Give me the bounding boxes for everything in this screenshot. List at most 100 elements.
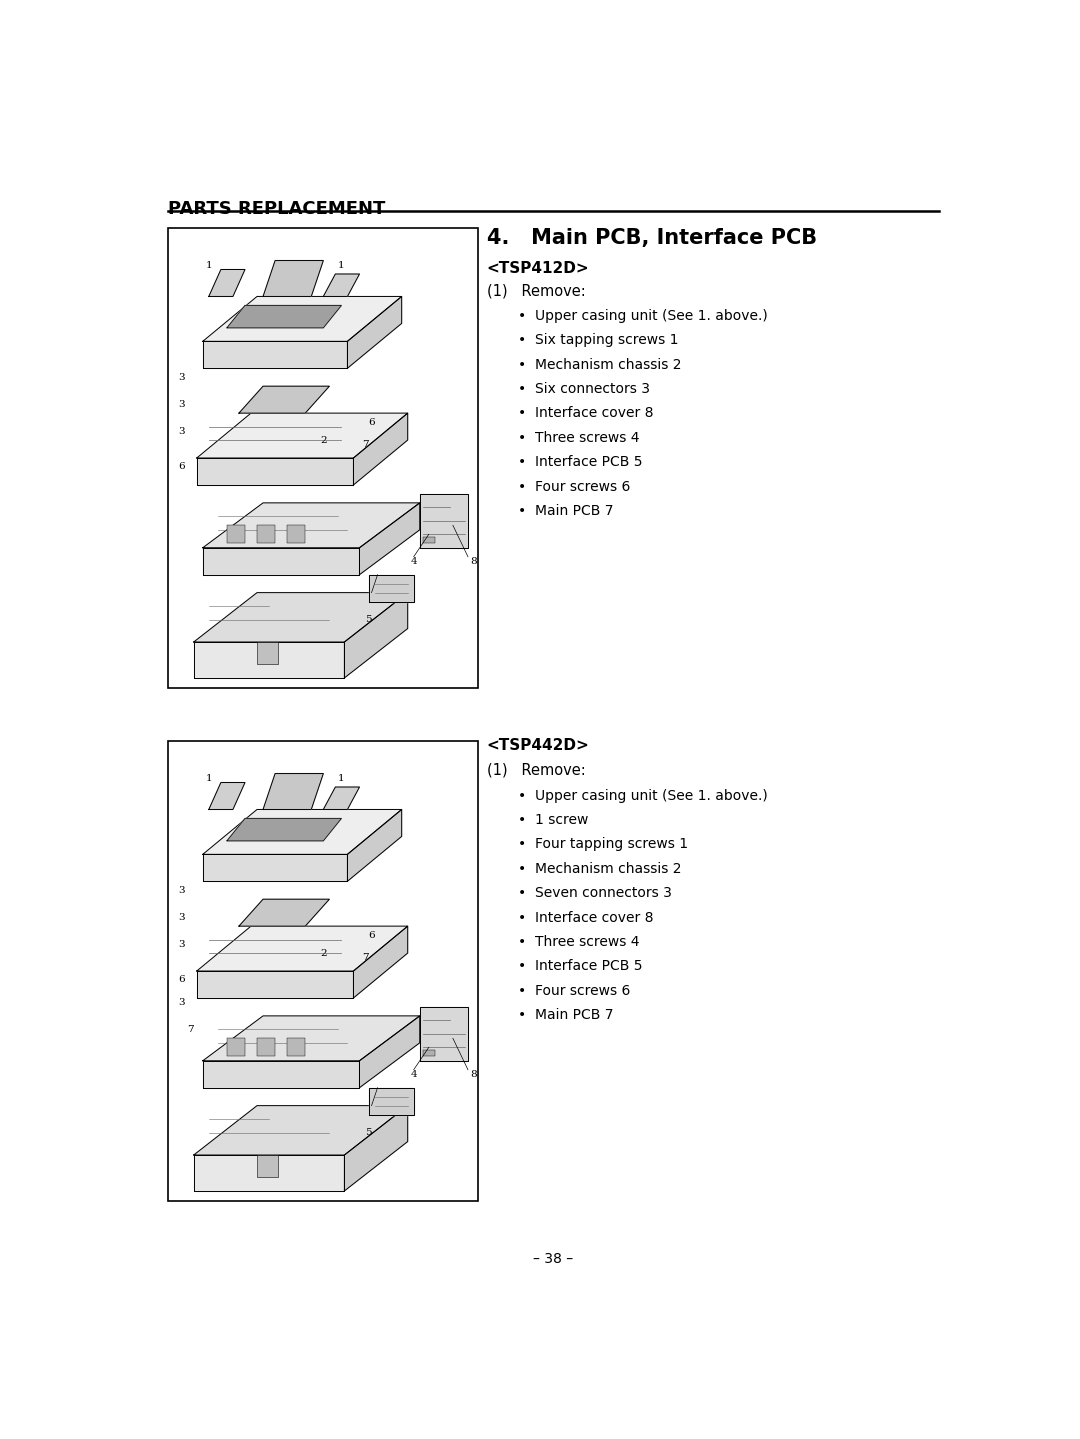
Polygon shape (345, 593, 407, 678)
Polygon shape (360, 502, 420, 574)
Text: •: • (517, 455, 526, 469)
Polygon shape (197, 458, 353, 485)
Text: 4.   Main PCB, Interface PCB: 4. Main PCB, Interface PCB (486, 227, 816, 248)
Text: Upper casing unit (See 1. above.): Upper casing unit (See 1. above.) (535, 309, 768, 322)
Text: <TSP442D>: <TSP442D> (486, 738, 590, 753)
Text: <TSP412D>: <TSP412D> (486, 262, 590, 276)
Text: (1)   Remove:: (1) Remove: (486, 763, 585, 777)
Text: 1: 1 (205, 260, 212, 269)
Polygon shape (239, 386, 329, 413)
Polygon shape (353, 927, 407, 997)
Text: •: • (517, 479, 526, 494)
Text: 4: 4 (410, 1069, 417, 1079)
Bar (422, 1049, 435, 1056)
Text: •: • (517, 406, 526, 420)
Text: •: • (517, 911, 526, 925)
Polygon shape (197, 413, 407, 458)
Text: 1: 1 (205, 774, 212, 783)
Polygon shape (348, 810, 402, 881)
Text: 1: 1 (338, 774, 345, 783)
Text: 3: 3 (178, 940, 185, 948)
Text: (1)   Remove:: (1) Remove: (486, 283, 585, 298)
Polygon shape (203, 1016, 420, 1061)
Text: 8: 8 (471, 557, 477, 566)
Text: 3: 3 (178, 912, 185, 921)
Text: •: • (517, 358, 526, 371)
Text: Three screws 4: Three screws 4 (535, 935, 639, 948)
Text: •: • (517, 935, 526, 948)
Text: 3: 3 (178, 426, 185, 436)
Polygon shape (420, 494, 468, 548)
Text: •: • (517, 837, 526, 852)
Polygon shape (239, 899, 329, 927)
Text: •: • (517, 960, 526, 973)
Text: 2: 2 (320, 436, 326, 445)
Polygon shape (323, 273, 360, 296)
Text: 6: 6 (178, 976, 185, 984)
Text: •: • (517, 862, 526, 876)
Polygon shape (348, 296, 402, 368)
Bar (257, 525, 275, 544)
Polygon shape (208, 783, 245, 810)
Text: •: • (517, 383, 526, 396)
Polygon shape (197, 927, 407, 971)
Text: Four screws 6: Four screws 6 (535, 984, 631, 997)
Text: Interface cover 8: Interface cover 8 (535, 406, 653, 420)
Text: Three screws 4: Three screws 4 (535, 430, 639, 445)
Text: 4: 4 (410, 557, 417, 566)
Text: •: • (517, 789, 526, 803)
Text: Mechanism chassis 2: Mechanism chassis 2 (535, 862, 681, 876)
Text: 6: 6 (178, 462, 185, 472)
Polygon shape (227, 819, 341, 840)
Bar (287, 1039, 306, 1056)
Polygon shape (323, 787, 360, 810)
Polygon shape (203, 855, 348, 881)
Text: 3: 3 (178, 997, 185, 1007)
Polygon shape (193, 1156, 345, 1191)
Text: 1: 1 (338, 260, 345, 269)
Polygon shape (368, 1088, 414, 1115)
Text: Interface PCB 5: Interface PCB 5 (535, 960, 643, 973)
Text: 7: 7 (188, 1025, 194, 1033)
Bar (287, 525, 306, 544)
Text: 7: 7 (362, 440, 369, 449)
Polygon shape (193, 593, 407, 642)
Bar (257, 1156, 279, 1177)
Polygon shape (203, 1061, 360, 1088)
Text: 3: 3 (178, 373, 185, 381)
Bar (257, 1039, 275, 1056)
Polygon shape (420, 1007, 468, 1061)
Bar (227, 525, 245, 544)
Text: Interface cover 8: Interface cover 8 (535, 911, 653, 925)
Polygon shape (368, 574, 414, 602)
Text: 5: 5 (365, 1128, 372, 1137)
Text: – 38 –: – 38 – (534, 1252, 573, 1265)
Text: 7: 7 (362, 953, 369, 963)
Text: Upper casing unit (See 1. above.): Upper casing unit (See 1. above.) (535, 789, 768, 803)
Text: •: • (517, 1009, 526, 1022)
Text: •: • (517, 886, 526, 901)
Polygon shape (203, 296, 402, 341)
Bar (257, 642, 279, 665)
Polygon shape (193, 1105, 407, 1156)
Polygon shape (227, 305, 341, 328)
Text: 1 screw: 1 screw (535, 813, 589, 827)
Text: Seven connectors 3: Seven connectors 3 (535, 886, 672, 901)
Text: 6: 6 (368, 931, 375, 940)
Text: •: • (517, 334, 526, 347)
Text: •: • (517, 813, 526, 827)
Text: Four tapping screws 1: Four tapping screws 1 (535, 837, 688, 852)
Bar (422, 537, 435, 544)
Text: 3: 3 (178, 886, 185, 895)
Text: •: • (517, 504, 526, 518)
Text: Main PCB 7: Main PCB 7 (535, 1009, 613, 1022)
Text: Six tapping screws 1: Six tapping screws 1 (535, 334, 678, 347)
Polygon shape (203, 810, 402, 855)
Text: 5: 5 (365, 614, 372, 625)
Text: Mechanism chassis 2: Mechanism chassis 2 (535, 358, 681, 371)
Polygon shape (197, 971, 353, 997)
Text: 6: 6 (368, 417, 375, 426)
Polygon shape (203, 502, 420, 548)
Text: PARTS REPLACEMENT: PARTS REPLACEMENT (168, 200, 386, 219)
Text: •: • (517, 309, 526, 322)
